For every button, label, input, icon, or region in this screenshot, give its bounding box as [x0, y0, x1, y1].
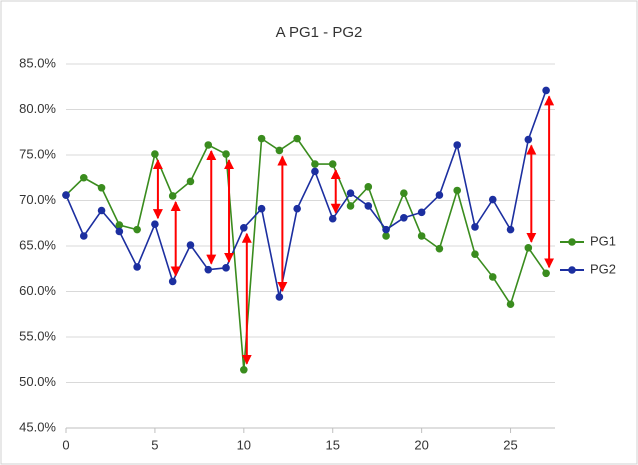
- y-tick-label: 50.0%: [19, 374, 56, 389]
- data-point: [133, 263, 141, 271]
- x-tick-label: 5: [151, 437, 158, 452]
- data-point: [275, 293, 284, 301]
- data-point: [151, 220, 159, 228]
- data-point: [311, 167, 319, 176]
- data-point: [488, 273, 497, 281]
- data-point: [382, 225, 390, 234]
- legend-marker: [568, 238, 576, 246]
- data-point: [542, 269, 550, 278]
- data-point: [222, 150, 230, 158]
- legend-marker: [568, 266, 576, 274]
- data-point: [168, 192, 177, 200]
- data-point: [400, 189, 408, 198]
- data-point: [435, 244, 444, 253]
- data-point: [115, 221, 124, 229]
- data-point: [346, 202, 355, 210]
- data-point: [364, 202, 373, 210]
- data-point: [240, 365, 248, 374]
- data-point: [257, 134, 266, 143]
- y-tick-label: 80.0%: [19, 101, 56, 116]
- data-point: [97, 183, 106, 192]
- legend-label: PG2: [590, 261, 616, 276]
- data-point: [115, 227, 124, 236]
- data-point: [542, 86, 550, 95]
- data-point: [488, 195, 497, 204]
- data-point: [293, 134, 301, 143]
- data-point: [435, 191, 444, 199]
- data-point: [311, 160, 319, 168]
- data-point: [204, 141, 213, 149]
- data-point: [506, 225, 515, 234]
- data-point: [417, 232, 426, 240]
- data-point: [524, 244, 533, 252]
- data-point: [257, 204, 266, 213]
- data-point: [222, 264, 230, 272]
- data-point: [79, 232, 88, 240]
- x-tick-label: 20: [414, 437, 428, 452]
- y-tick-label: 65.0%: [19, 237, 56, 252]
- data-point: [382, 232, 390, 240]
- data-point: [240, 224, 248, 232]
- data-point: [275, 146, 284, 155]
- data-point: [524, 135, 533, 144]
- data-point: [471, 223, 479, 231]
- data-point: [328, 160, 337, 168]
- x-tick-label: 15: [325, 437, 339, 452]
- legend-label: PG1: [590, 233, 616, 248]
- data-point: [186, 241, 195, 249]
- data-point: [364, 183, 373, 191]
- data-point: [328, 214, 337, 223]
- data-point: [453, 186, 462, 195]
- data-point: [417, 208, 426, 217]
- series-line: [65, 90, 547, 298]
- series-line: [65, 137, 547, 370]
- data-point: [293, 204, 301, 213]
- y-tick-label: 85.0%: [19, 55, 56, 70]
- data-point: [186, 177, 195, 186]
- y-tick-label: 55.0%: [19, 328, 56, 343]
- data-point: [453, 141, 462, 149]
- data-point: [204, 265, 213, 274]
- data-point: [346, 189, 355, 198]
- y-tick-label: 70.0%: [19, 192, 56, 207]
- data-point: [506, 300, 515, 309]
- y-tick-label: 75.0%: [19, 146, 56, 161]
- data-point: [79, 173, 88, 182]
- data-point: [400, 213, 408, 222]
- x-tick-label: 0: [62, 437, 69, 452]
- data-point: [97, 206, 106, 215]
- data-point: [62, 191, 70, 199]
- x-tick-label: 10: [237, 437, 251, 452]
- x-tick-label: 25: [503, 437, 517, 452]
- y-tick-label: 45.0%: [19, 419, 56, 434]
- data-point: [168, 277, 177, 286]
- chart-title: A PG1 - PG2: [276, 24, 363, 41]
- data-point: [133, 225, 141, 234]
- data-point: [471, 250, 479, 258]
- data-point: [151, 150, 159, 158]
- y-tick-label: 60.0%: [19, 283, 56, 298]
